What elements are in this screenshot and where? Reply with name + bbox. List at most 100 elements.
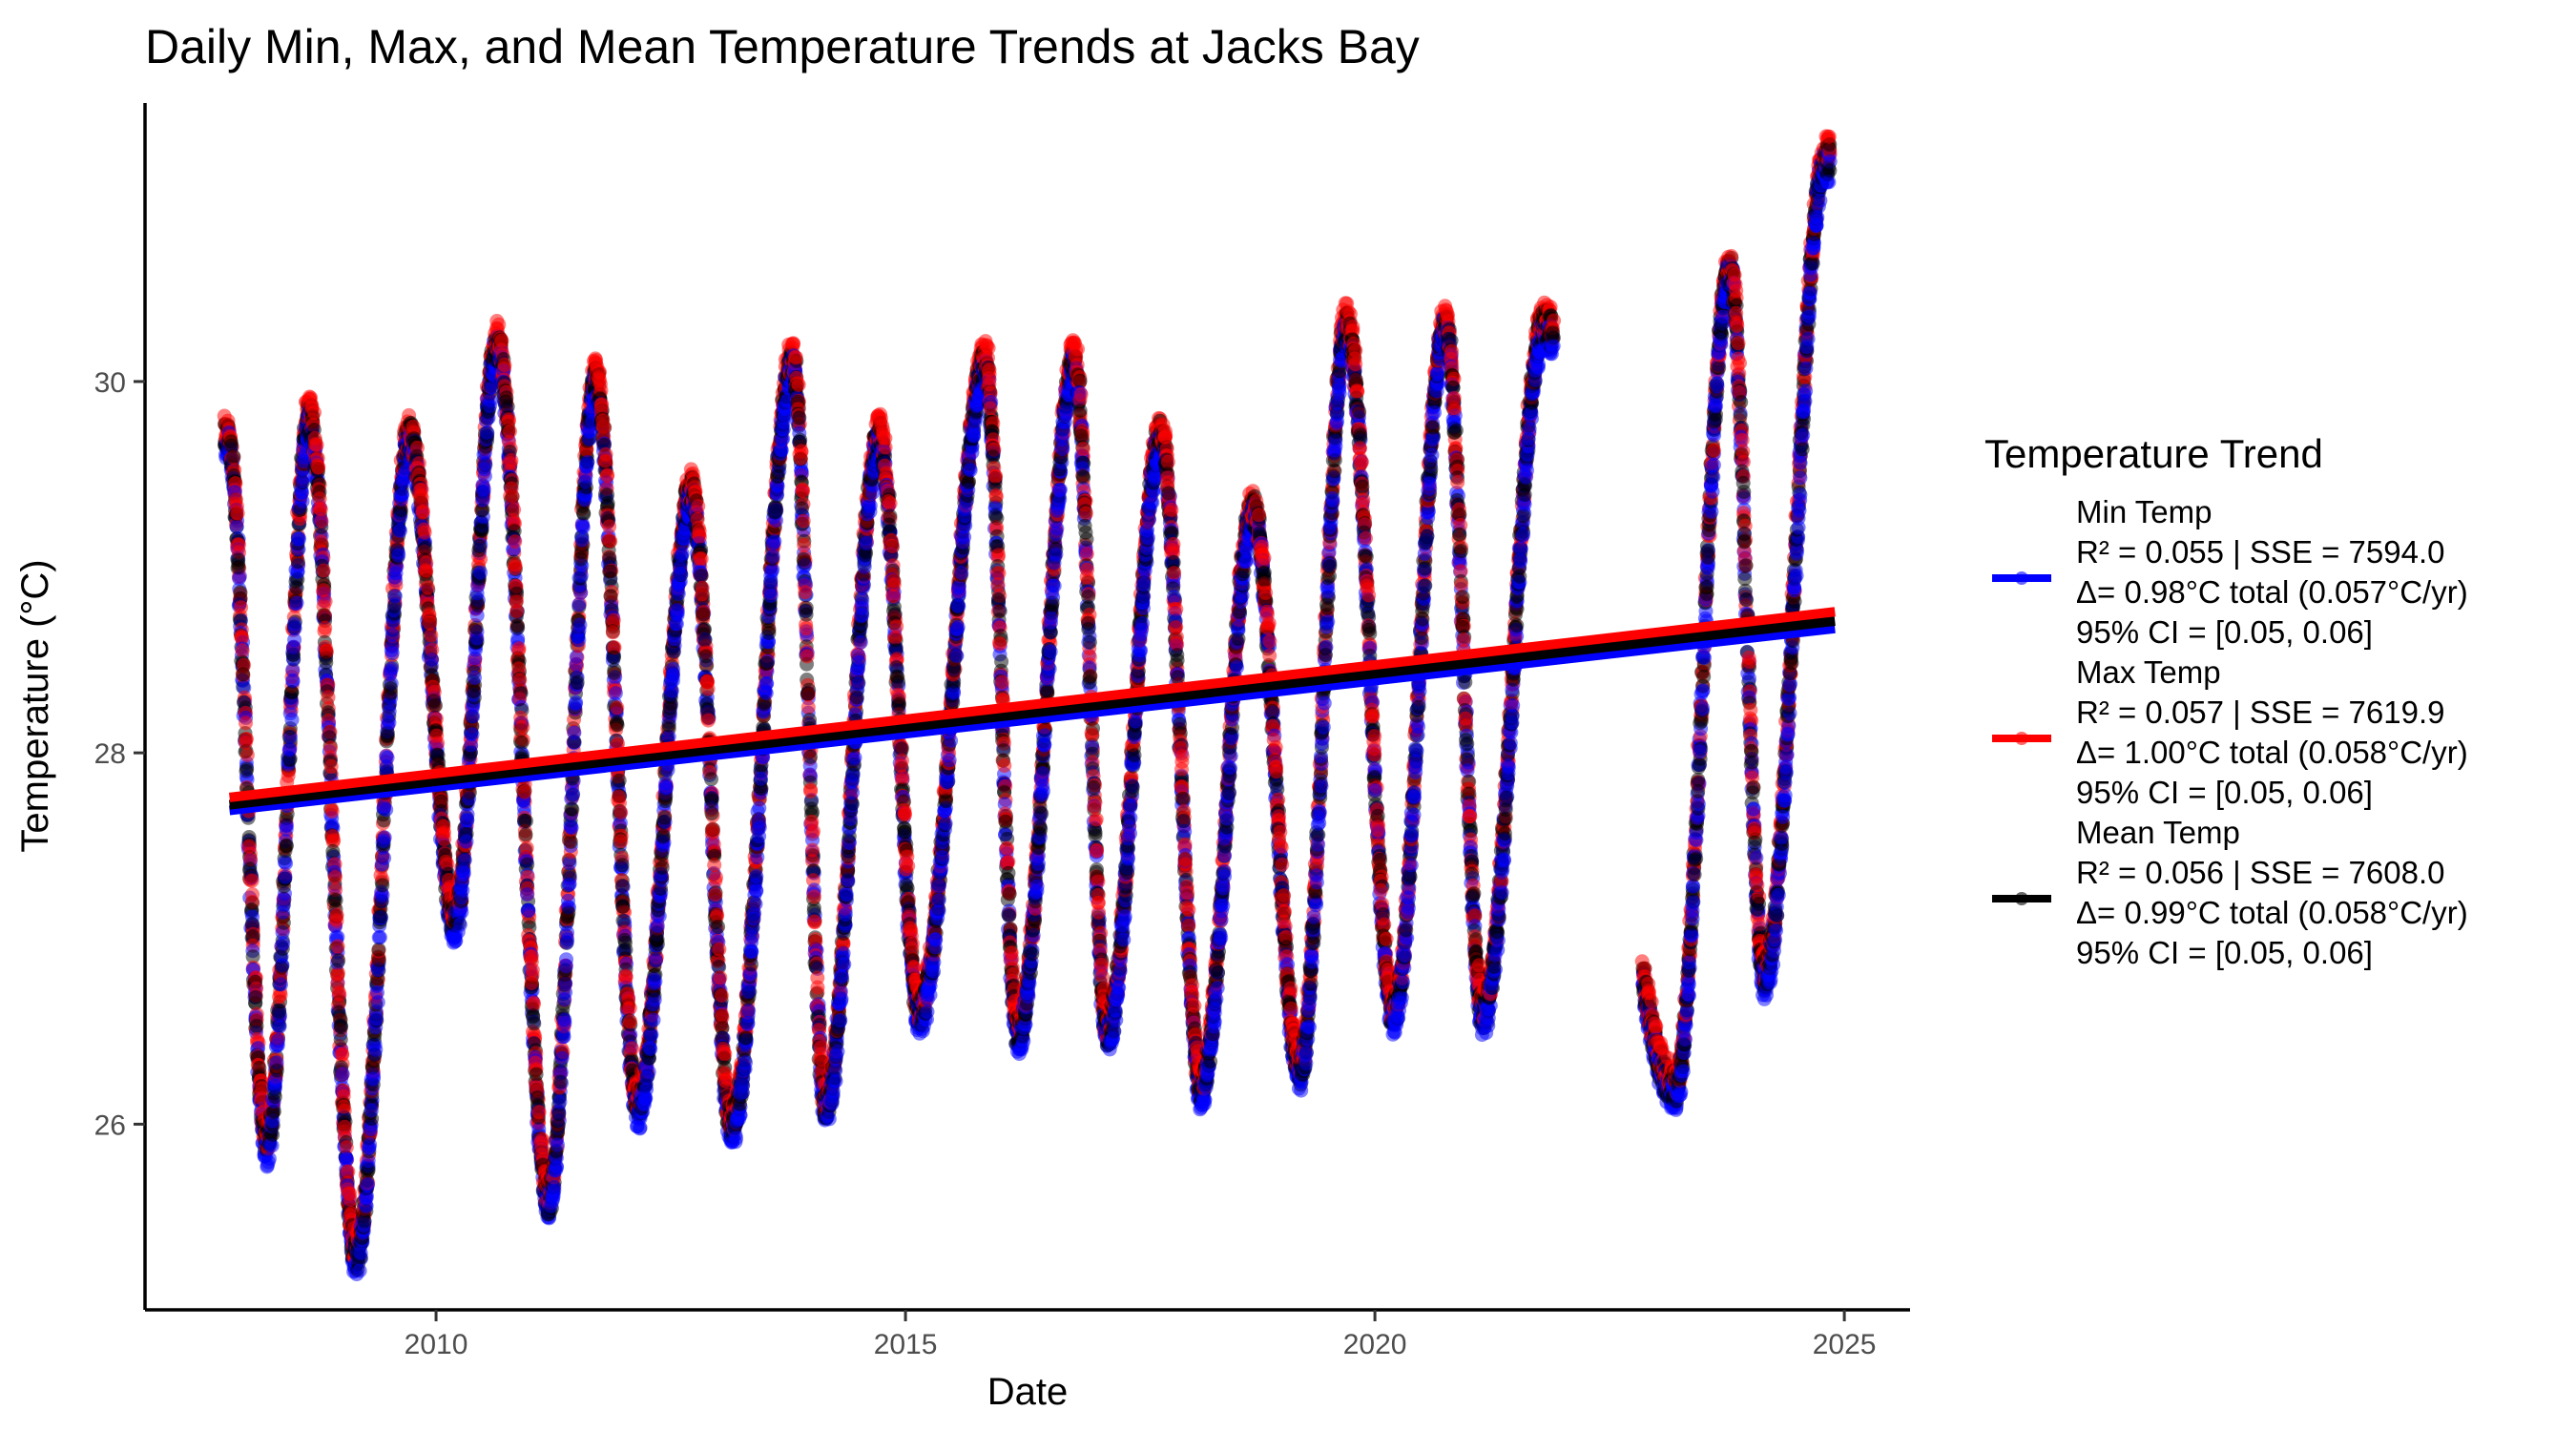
data-point-min-temp <box>552 1094 568 1110</box>
data-point-max-temp <box>707 858 722 873</box>
data-point-min-temp <box>387 589 403 604</box>
data-point-max-temp <box>343 1192 358 1207</box>
data-point-min-temp <box>335 1067 350 1082</box>
data-point-mean-temp <box>614 879 630 893</box>
data-point-min-temp <box>363 1137 378 1152</box>
data-point-max-temp <box>511 641 527 656</box>
data-point-min-temp <box>561 878 576 893</box>
data-point-mean-temp <box>468 620 484 635</box>
data-point-max-temp <box>415 505 430 520</box>
data-point-min-temp <box>391 548 406 563</box>
data-point-max-temp <box>313 502 328 517</box>
data-point-mean-temp <box>371 942 386 957</box>
data-point-max-temp <box>713 970 728 985</box>
data-point-mean-temp <box>472 539 488 553</box>
data-point-max-temp <box>598 453 613 468</box>
data-point-max-temp <box>613 834 629 849</box>
data-point-mean-temp <box>563 834 578 849</box>
data-point-max-temp <box>316 563 331 578</box>
data-point-min-temp <box>382 704 397 719</box>
data-point-mean-temp <box>224 438 239 453</box>
data-point-min-temp <box>364 1103 379 1118</box>
data-point-max-temp <box>330 939 345 954</box>
data-point-mean-temp <box>552 1074 568 1089</box>
data-point-min-temp <box>560 925 574 940</box>
data-point-min-temp <box>465 727 480 742</box>
data-point-min-temp <box>425 653 440 667</box>
data-point-max-temp <box>714 988 729 1003</box>
data-point-min-temp <box>557 992 572 1006</box>
data-point-min-temp <box>276 904 290 920</box>
data-point-mean-temp <box>328 893 343 908</box>
data-point-mean-temp <box>696 607 711 622</box>
data-point-min-temp <box>575 518 591 533</box>
data-point-mean-temp <box>266 1104 281 1119</box>
data-point-max-temp <box>708 887 723 902</box>
data-point-min-temp <box>670 603 684 618</box>
data-point-max-temp <box>700 681 716 696</box>
data-point-min-temp <box>580 455 595 470</box>
data-point-mean-temp <box>231 560 246 574</box>
data-point-mean-temp <box>607 665 622 680</box>
data-point-max-temp <box>336 1099 351 1114</box>
data-point-mean-temp <box>738 1030 754 1046</box>
data-point-mean-temp <box>384 681 398 696</box>
data-point-min-temp <box>289 595 304 611</box>
data-point-max-temp <box>230 506 245 521</box>
data-point-max-temp <box>717 1047 733 1062</box>
data-point-mean-temp <box>236 667 251 682</box>
data-point-min-temp <box>359 1190 374 1205</box>
data-point-max-temp <box>329 913 344 928</box>
data-point-max-temp <box>316 583 331 598</box>
data-point-min-temp <box>643 1042 658 1056</box>
data-point-min-temp <box>641 1065 656 1080</box>
data-point-min-temp <box>278 869 293 884</box>
data-point-mean-temp <box>704 793 719 808</box>
data-point-mean-temp <box>759 655 775 671</box>
data-point-min-temp <box>476 485 491 499</box>
data-point-min-temp <box>277 855 292 870</box>
data-point-mean-temp <box>606 650 621 665</box>
data-point-max-temp <box>592 377 608 392</box>
data-point-mean-temp <box>615 899 631 914</box>
data-point-min-temp <box>384 628 400 642</box>
data-point-mean-temp <box>514 736 530 751</box>
data-point-mean-temp <box>694 569 709 584</box>
data-point-mean-temp <box>573 551 589 567</box>
data-point-min-temp <box>370 985 384 1000</box>
data-point-max-temp <box>327 870 343 885</box>
data-point-max-temp <box>512 673 528 688</box>
data-point-min-temp <box>675 546 690 561</box>
data-point-min-temp <box>284 712 300 727</box>
data-point-min-temp <box>459 834 474 849</box>
data-point-max-temp <box>419 563 434 578</box>
data-point-max-temp <box>324 803 340 819</box>
data-point-mean-temp <box>245 949 260 964</box>
data-point-mean-temp <box>249 1018 264 1033</box>
data-point-min-temp <box>452 917 467 932</box>
data-point-min-temp <box>368 1042 384 1057</box>
data-point-mean-temp <box>769 504 783 518</box>
data-point-max-temp <box>318 593 333 609</box>
data-point-mean-temp <box>272 1004 287 1019</box>
data-point-min-temp <box>379 802 394 818</box>
data-point-max-temp <box>691 499 706 513</box>
data-point-max-temp <box>524 976 539 990</box>
data-point-mean-temp <box>618 943 634 957</box>
data-point-min-temp <box>521 903 536 919</box>
data-point-max-temp <box>311 460 326 475</box>
data-point-mean-temp <box>510 620 526 635</box>
data-point-min-temp <box>554 1050 570 1066</box>
data-point-min-temp <box>292 531 307 547</box>
data-point-max-temp <box>605 625 620 640</box>
data-point-mean-temp <box>699 658 715 674</box>
data-point-min-temp <box>377 830 392 845</box>
data-point-min-temp <box>741 984 757 999</box>
data-point-min-temp <box>758 676 774 692</box>
scatter-points <box>217 129 1838 1282</box>
data-point-max-temp <box>437 832 452 847</box>
data-point-min-temp <box>561 893 575 908</box>
data-point-max-temp <box>517 784 532 799</box>
data-point-min-temp <box>557 1016 572 1031</box>
data-point-min-temp <box>229 519 244 534</box>
